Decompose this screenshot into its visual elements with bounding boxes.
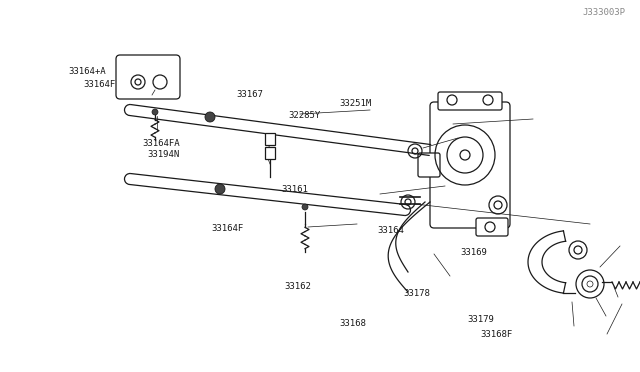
Text: 33168F: 33168F — [480, 330, 512, 339]
FancyBboxPatch shape — [418, 153, 440, 177]
Text: 33168: 33168 — [339, 319, 366, 328]
Text: 33164F: 33164F — [83, 80, 115, 89]
Circle shape — [587, 281, 593, 287]
FancyBboxPatch shape — [476, 218, 508, 236]
Text: 33178: 33178 — [403, 289, 430, 298]
Text: 33251M: 33251M — [339, 99, 371, 108]
Text: 33164: 33164 — [378, 226, 404, 235]
FancyBboxPatch shape — [438, 92, 502, 110]
Text: 33164F: 33164F — [211, 224, 243, 233]
Text: 32285Y: 32285Y — [288, 111, 320, 120]
Circle shape — [215, 184, 225, 194]
FancyBboxPatch shape — [265, 147, 275, 159]
Text: 33164FA: 33164FA — [142, 139, 180, 148]
FancyBboxPatch shape — [430, 102, 510, 228]
Text: 33194N: 33194N — [147, 150, 179, 159]
Circle shape — [205, 112, 215, 122]
Text: 33167: 33167 — [237, 90, 264, 99]
Text: J333003P: J333003P — [582, 8, 625, 17]
Text: 33161: 33161 — [282, 185, 308, 194]
Text: 33164+A: 33164+A — [68, 67, 106, 76]
Text: 33169: 33169 — [461, 248, 488, 257]
Circle shape — [302, 204, 308, 210]
FancyBboxPatch shape — [116, 55, 180, 99]
Circle shape — [152, 109, 158, 115]
Text: 33162: 33162 — [285, 282, 312, 291]
Circle shape — [460, 150, 470, 160]
FancyBboxPatch shape — [265, 133, 275, 145]
Text: 33179: 33179 — [467, 315, 494, 324]
